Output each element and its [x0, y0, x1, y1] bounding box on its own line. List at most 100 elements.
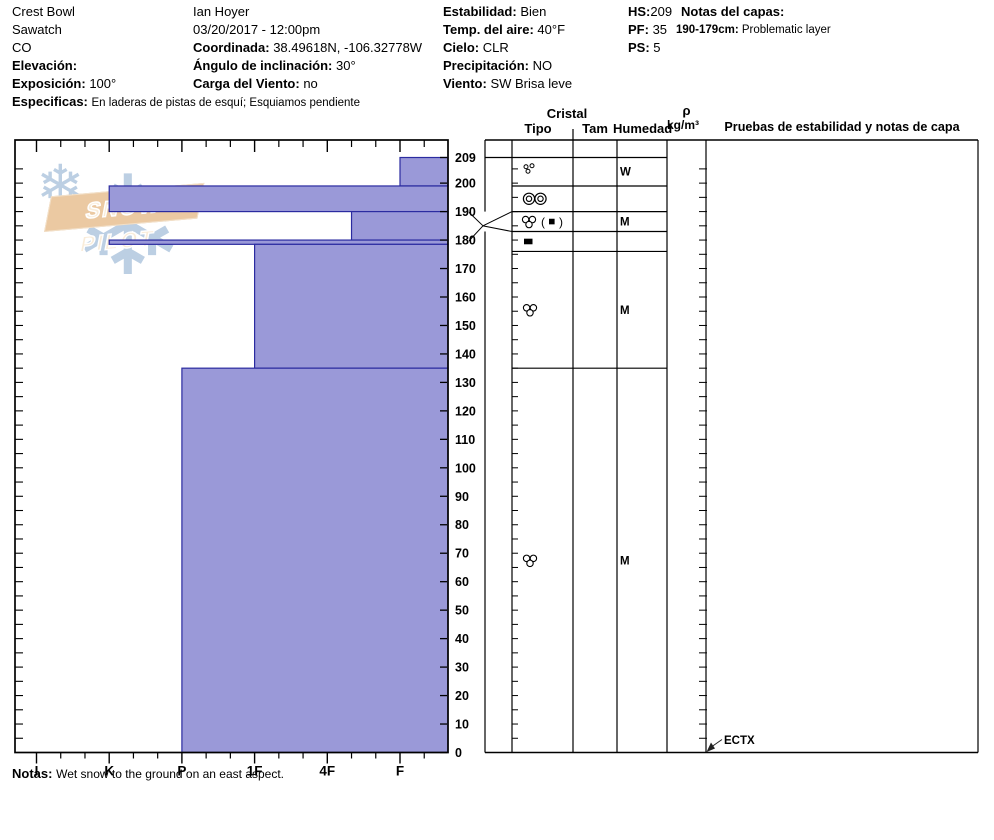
range-name: Sawatch [12, 22, 62, 37]
state-name: CO [12, 40, 32, 55]
depth-tick-label: 110 [455, 433, 475, 447]
hs-line: HS:209 [628, 4, 672, 19]
layer-notes-title: Notas del capas: [681, 4, 785, 19]
specifics-value: En laderas de pistas de esquí; Esquiamos… [91, 97, 361, 109]
depth-tick-label: 40 [455, 632, 469, 646]
pit-notes-label: Notas: [12, 766, 53, 781]
tipo-header: Tipo [524, 121, 552, 136]
depth-tick-label: 70 [455, 547, 469, 561]
wind-label: Viento: [443, 76, 487, 91]
layer-note-depth: 190-179cm: [676, 24, 739, 36]
moisture-label: M [620, 555, 630, 567]
wind-line: Viento: SW Brisa leve [443, 76, 572, 91]
depth-tick-label: 0 [455, 746, 462, 760]
specifics-label: Especificas: [12, 94, 88, 109]
moisture-label: M [620, 217, 630, 229]
humedad-header: Humedad [613, 121, 673, 136]
paren-glyph: ) [559, 215, 563, 229]
grain-cluster-icon [529, 304, 538, 312]
precip-label: Precipitación: [443, 58, 529, 73]
hs-value: 209 [650, 4, 673, 19]
depth-tick-label: 80 [455, 518, 469, 532]
aspect-line: Exposición: 100° [12, 76, 116, 91]
grain-cluster-icon [528, 215, 537, 224]
hardness-tick-label: 1F [247, 764, 263, 779]
air-temp-label: Temp. del aire: [443, 22, 534, 37]
precip-value: NO [532, 58, 553, 73]
wind-loading-line: Carga del Viento: no [193, 76, 318, 91]
slope-angle-value: 30° [336, 58, 356, 73]
sky-line: Cielo: CLR [443, 40, 509, 55]
pit-notes-line: Notas: Wet snow to the ground on an east… [12, 766, 284, 782]
layer-leader-line [468, 225, 484, 242]
moisture-label: M [620, 305, 630, 317]
hs-label: HS: [628, 4, 651, 19]
hardness-bar [108, 239, 449, 245]
depth-tick-label: 200 [455, 177, 476, 191]
air-temp-line: Temp. del aire: 40°F [443, 22, 565, 37]
stability-value: Bien [520, 4, 547, 19]
coords-line: Coordinada: 38.49618N, -106.32778W [193, 40, 422, 55]
precip-line: Precipitación: NO [443, 58, 552, 73]
depth-tick-label: 120 [455, 404, 476, 418]
layer-leader-line [482, 225, 513, 233]
depth-tick-label: 130 [455, 376, 476, 390]
hardness-bar [399, 156, 449, 187]
depth-tick-label: 100 [455, 461, 476, 475]
depth-tick-label: 60 [455, 575, 469, 589]
depth-tick-label: 140 [455, 347, 476, 361]
depth-tick-label: 50 [455, 604, 469, 618]
depth-tick-label: 170 [455, 262, 476, 276]
stability-line: Estabilidad: Bien [443, 4, 546, 19]
specifics-line: Especificas: En laderas de pistas de esq… [12, 94, 360, 110]
paren-glyph: ( [541, 215, 545, 229]
hardness-bar [181, 367, 449, 754]
grain-cluster-icon [526, 559, 534, 568]
grain-cluster-icon [529, 554, 538, 563]
coords-label: Coordinada: [193, 40, 270, 55]
layer-note-text: Problematic layer [741, 24, 831, 36]
depth-tick-label: 180 [455, 234, 476, 248]
grain-small-circles-icon [525, 168, 531, 174]
depth-tick-label: 160 [455, 290, 476, 304]
hardness-tick-label: I [35, 764, 39, 779]
hardness-bar [108, 185, 449, 213]
depth-tick-label: 90 [455, 490, 469, 504]
wind-loading-value: no [303, 76, 318, 91]
moisture-label: W [620, 167, 631, 179]
datetime: 03/20/2017 - 12:00pm [193, 22, 321, 37]
layer-leader-line [482, 211, 513, 227]
pf-label: PF: [628, 22, 649, 37]
pf-value: 35 [652, 22, 668, 37]
grain-polycrystal-icon [534, 192, 547, 205]
aspect-value: 100° [89, 76, 117, 91]
coords-value: 38.49618N, -106.32778W [273, 40, 423, 55]
sky-value: CLR [482, 40, 509, 55]
layer-note-line: 190-179cm: Problematic layer [676, 24, 831, 37]
hardness-bar [254, 243, 449, 369]
sky-label: Cielo: [443, 40, 480, 55]
hardness-tick-label: P [177, 764, 186, 779]
pruebas-header: Pruebas de estabilidad y notas de capa [724, 120, 960, 134]
ice-lens-icon [549, 218, 555, 225]
stability-test-label: ECTX [724, 735, 755, 747]
hardness-tick-label: F [396, 764, 404, 779]
depth-tick-label: 30 [455, 661, 469, 675]
site-name: Crest Bowl [12, 4, 75, 19]
tam-header: Tam [582, 121, 608, 136]
grain-cluster-icon [525, 220, 533, 229]
grain-polycrystal-icon [525, 195, 533, 203]
grain-cluster-icon [526, 309, 534, 317]
depth-tick-label: 10 [455, 718, 469, 732]
ps-label: PS: [628, 40, 650, 55]
observer-name: Ian Hoyer [193, 4, 250, 19]
wind-loading-label: Carga del Viento: [193, 76, 300, 91]
stability-test-arrow [711, 739, 723, 747]
grain-small-circles-icon [529, 163, 535, 169]
pit-notes-value: Wet snow to the ground on an east aspect… [56, 767, 285, 781]
aspect-label: Exposición: [12, 76, 86, 91]
air-temp-value: 40°F [537, 22, 566, 37]
ps-value: 5 [653, 40, 661, 55]
